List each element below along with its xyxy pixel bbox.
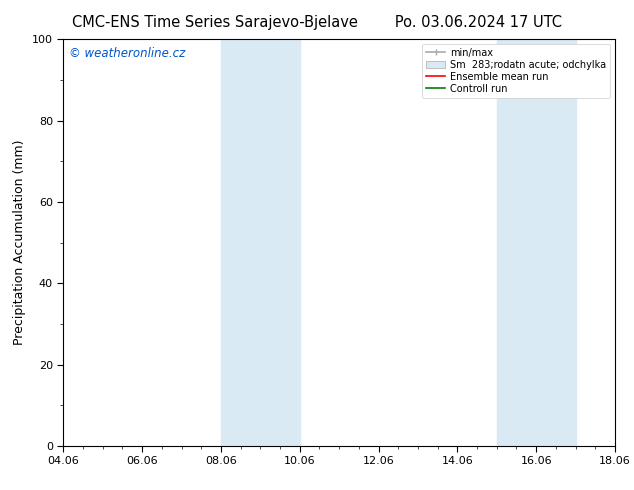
Legend: min/max, Sm  283;rodatn acute; odchylka, Ensemble mean run, Controll run: min/max, Sm 283;rodatn acute; odchylka, … (422, 44, 610, 98)
Text: CMC-ENS Time Series Sarajevo-Bjelave        Po. 03.06.2024 17 UTC: CMC-ENS Time Series Sarajevo-Bjelave Po.… (72, 15, 562, 30)
Bar (497, 39, 576, 446)
Y-axis label: Precipitation Accumulation (mm): Precipitation Accumulation (mm) (13, 140, 27, 345)
Text: © weatheronline.cz: © weatheronline.cz (69, 48, 185, 60)
Bar (221, 39, 300, 446)
